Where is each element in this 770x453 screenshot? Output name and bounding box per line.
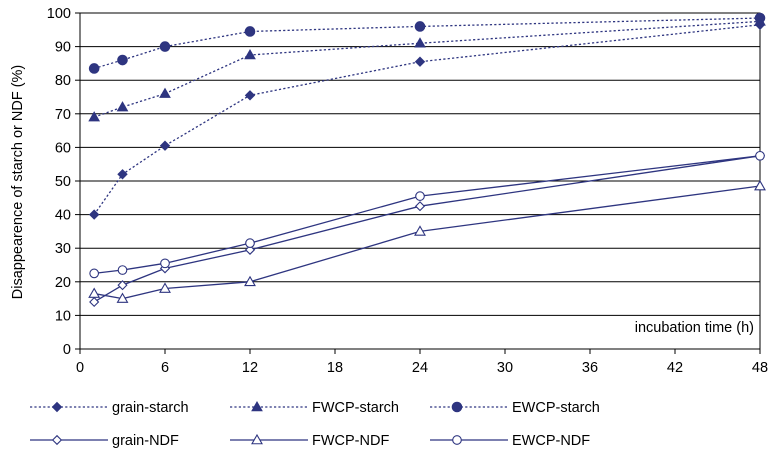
series-FWCP-NDF	[88, 179, 766, 303]
series-line-grain-NDF	[93, 155, 761, 303]
point-FWCP-starch-3	[116, 101, 129, 112]
point-FWCP-NDF-6	[159, 282, 171, 293]
legend-marker	[452, 435, 462, 445]
legend: grain-starch FWCP-starch EWCP-starch grain-…	[30, 400, 600, 449]
legend-marker	[51, 401, 63, 413]
point-FWCP-starch-24	[414, 37, 426, 48]
legend-label: grain-starch	[112, 400, 189, 416]
point-grain-starch-12	[244, 90, 256, 101]
legend-label: FWCP-starch	[312, 400, 399, 416]
series-line-FWCP-NDF	[94, 185, 761, 300]
point-FWCP-starch-12	[244, 48, 256, 60]
legend-item-FWCP-NDF: FWCP-NDF	[230, 433, 389, 449]
point-grain-NDF-1	[89, 296, 100, 308]
point-FWCP-NDF-12	[244, 275, 256, 287]
legend-marker	[251, 400, 263, 412]
point-EWCP-starch-48	[754, 12, 766, 24]
legend-marker	[51, 434, 63, 446]
point-EWCP-NDF-24	[415, 191, 425, 201]
series-line-EWCP-starch	[93, 17, 761, 70]
x-tick-label: 18	[327, 360, 343, 376]
y-axis-label: Disappearence of starch or NDF (%)	[10, 65, 26, 300]
point-EWCP-NDF-6	[160, 258, 170, 269]
x-tick-label: 42	[667, 360, 683, 376]
y-tick-label: 100	[47, 6, 71, 22]
y-tick-label: 40	[55, 208, 71, 224]
point-FWCP-NDF-1	[88, 287, 101, 298]
series-group	[88, 12, 766, 308]
point-EWCP-starch-12	[244, 26, 256, 37]
point-EWCP-NDF-12	[245, 238, 255, 249]
legend-label: FWCP-NDF	[312, 433, 389, 449]
axis-ticks: 0 10 20 30 40 50 60 70 80 90 100 0 6 12 18 24 30 36 42 48	[47, 6, 768, 376]
y-tick-label: 0	[63, 342, 71, 358]
point-grain-NDF-24	[414, 201, 426, 212]
series-line-FWCP-starch	[93, 20, 761, 118]
y-tick-label: 50	[55, 174, 71, 190]
point-grain-NDF-12	[244, 244, 256, 255]
y-tick-label: 10	[55, 308, 71, 324]
series-EWCP-starch	[88, 12, 766, 74]
y-tick-label: 80	[55, 73, 71, 89]
legend-label: EWCP-starch	[512, 400, 600, 416]
point-EWCP-starch-6	[159, 41, 171, 52]
x-tick-label: 36	[582, 360, 598, 376]
point-EWCP-starch-24	[414, 21, 426, 32]
series-grain-starch	[88, 19, 766, 220]
point-EWCP-NDF-3	[117, 265, 128, 275]
y-tick-label: 90	[55, 40, 71, 56]
point-FWCP-NDF-24	[414, 225, 426, 236]
y-tick-label: 70	[55, 107, 71, 123]
point-EWCP-starch-1	[88, 63, 100, 74]
x-tick-label: 48	[752, 360, 768, 376]
x-tick-label: 6	[161, 360, 169, 376]
point-EWCP-NDF-48	[755, 150, 765, 161]
y-tick-label: 20	[55, 275, 71, 291]
point-FWCP-NDF-48	[754, 179, 766, 191]
point-grain-starch-3	[117, 169, 128, 180]
point-FWCP-starch-6	[159, 87, 171, 98]
point-EWCP-starch-3	[117, 54, 128, 66]
x-tick-label: 30	[497, 360, 513, 376]
point-FWCP-NDF-3	[116, 292, 129, 303]
x-axis-label: incubation time (h)	[635, 320, 754, 336]
point-grain-NDF-3	[117, 280, 128, 291]
legend-marker	[251, 433, 263, 445]
series-FWCP-starch	[88, 15, 766, 122]
point-grain-starch-1	[88, 209, 100, 220]
legend-item-FWCP-starch: FWCP-starch	[230, 400, 399, 416]
point-FWCP-starch-1	[88, 111, 101, 122]
x-tick-label: 0	[76, 360, 84, 376]
point-EWCP-NDF-1	[89, 268, 100, 279]
legend-label: EWCP-NDF	[512, 433, 590, 449]
legend-marker	[451, 401, 463, 413]
y-tick-label: 60	[55, 140, 71, 156]
y-tick-label: 30	[55, 241, 71, 257]
series-grain-NDF	[89, 150, 766, 308]
point-grain-starch-24	[414, 56, 426, 67]
x-tick-label: 24	[412, 360, 428, 376]
legend-item-EWCP-starch: EWCP-starch	[430, 400, 600, 416]
legend-label: grain-NDF	[112, 433, 179, 449]
legend-item-EWCP-NDF: EWCP-NDF	[430, 433, 590, 449]
point-grain-starch-6	[159, 140, 171, 151]
series-line-grain-starch	[93, 24, 761, 215]
x-tick-label: 12	[242, 360, 258, 376]
series-EWCP-NDF	[89, 150, 765, 279]
legend-item-grain-starch: grain-starch	[30, 400, 189, 416]
legend-item-grain-NDF: grain-NDF	[30, 433, 179, 449]
